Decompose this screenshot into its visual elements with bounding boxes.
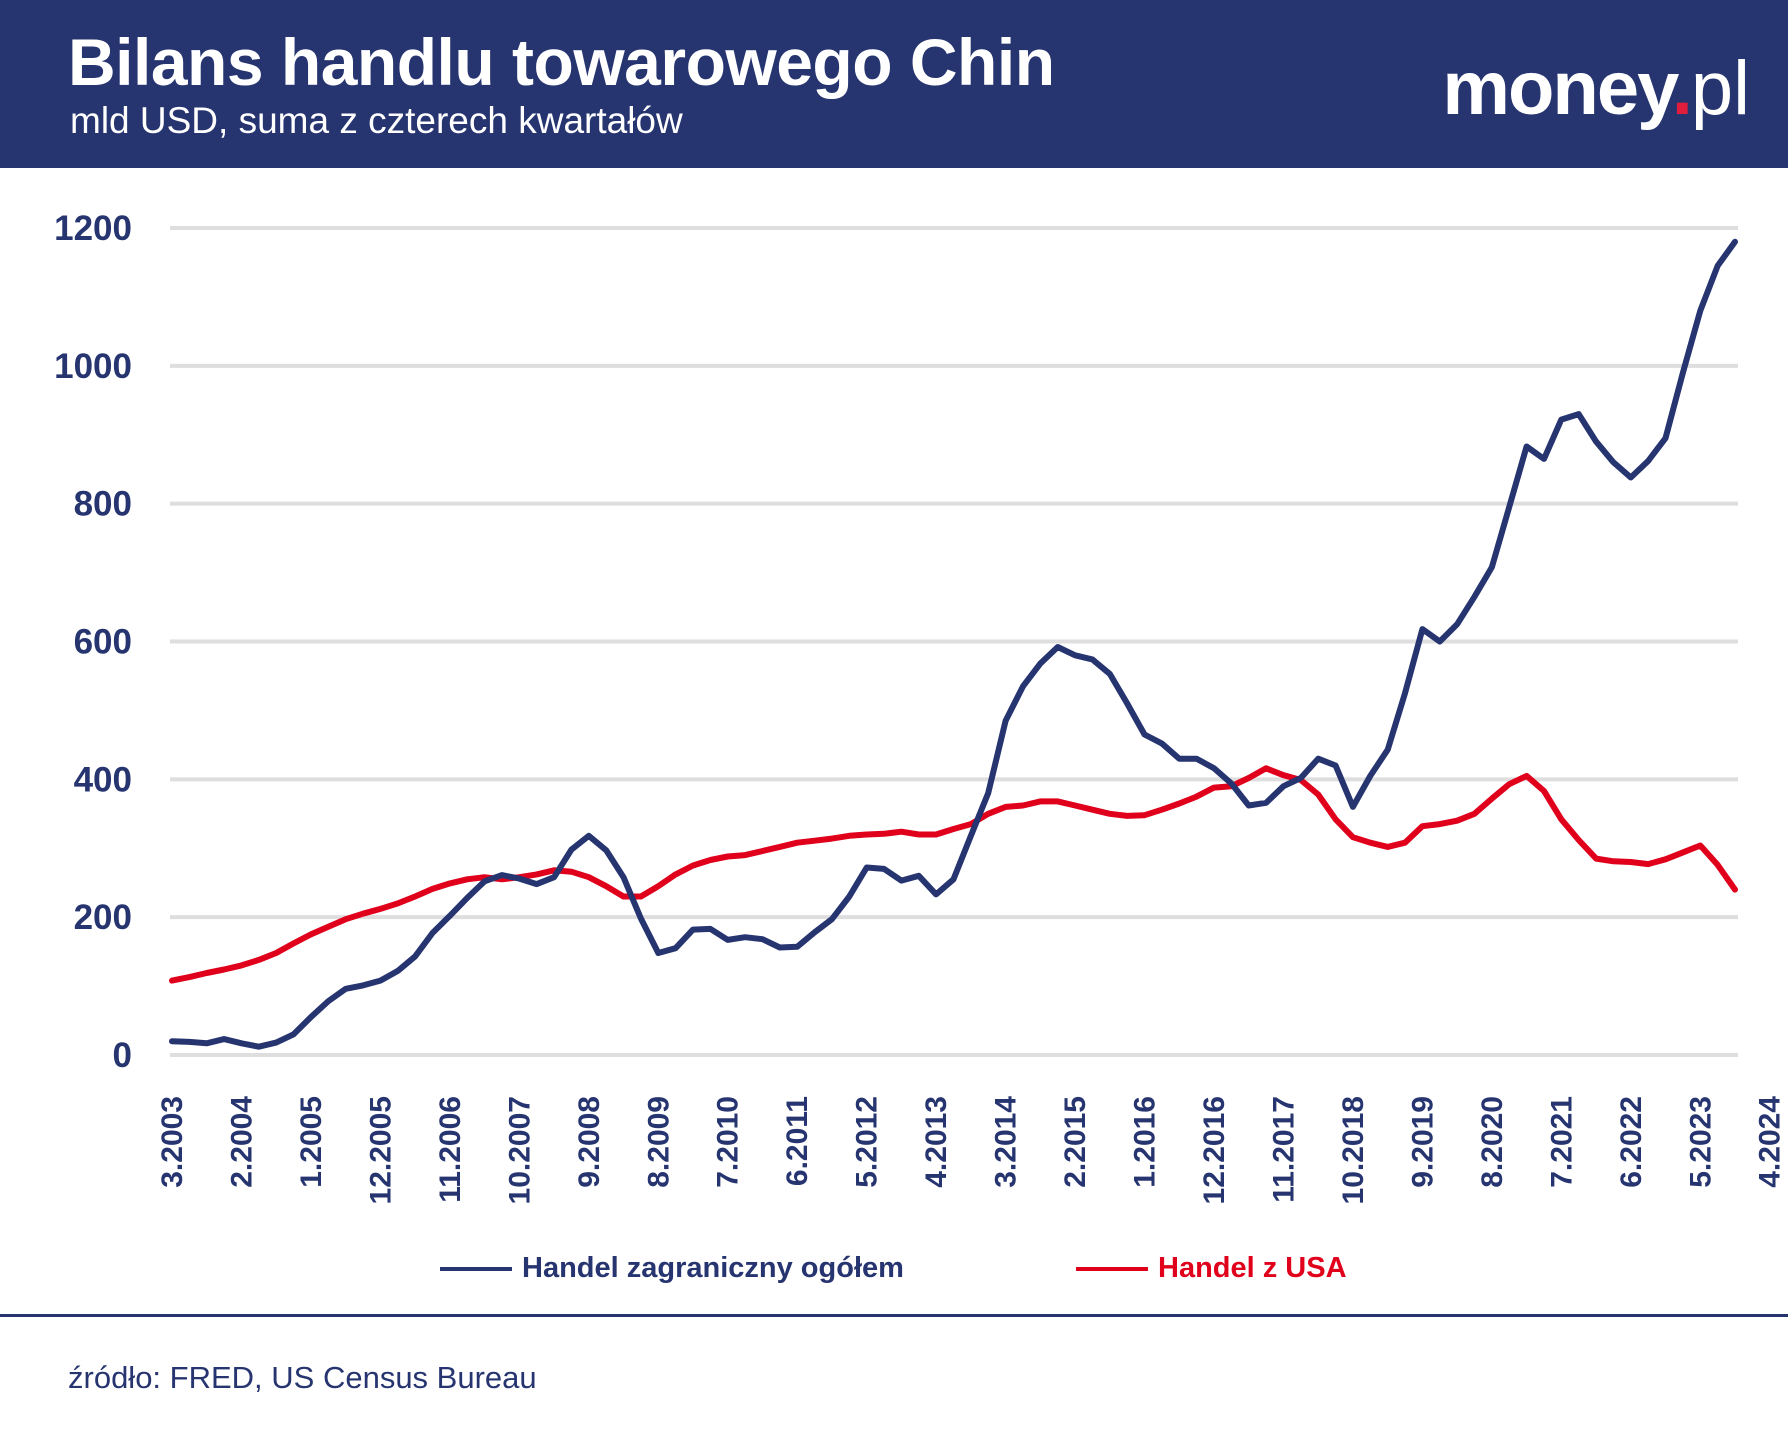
x-tick-label: 6.2011 — [781, 1096, 814, 1186]
x-tick-label: 11.2006 — [434, 1096, 467, 1203]
source-note: źródło: FRED, US Census Bureau — [68, 1360, 537, 1395]
x-tick-label: 1.2005 — [295, 1096, 328, 1188]
logo-main: money — [1442, 46, 1673, 131]
grid-layer — [170, 226, 1738, 1057]
x-tick-label: 5.2023 — [1684, 1096, 1717, 1188]
legend-item-usa-trade: Handel z USA — [1076, 1252, 1347, 1285]
x-tick-label: 9.2019 — [1406, 1096, 1439, 1188]
x-tick-label: 2.2004 — [225, 1096, 258, 1188]
y-axis-ticks: 0 200 400 600 800 1000 1200 — [54, 209, 132, 1075]
x-tick-label: 8.2009 — [642, 1096, 675, 1188]
x-axis-ticks: 3.2003 2.2004 1.2005 12.2005 11.2006 10.2007 9… — [156, 1096, 1787, 1205]
x-tick-label: 10.2018 — [1337, 1096, 1370, 1204]
legend-swatch-total-trade — [440, 1266, 512, 1271]
logo-dot: . — [1671, 46, 1693, 131]
x-tick-label: 7.2010 — [712, 1096, 745, 1188]
x-tick-label: 10.2007 — [503, 1096, 536, 1204]
logo-tld: pl — [1690, 46, 1750, 131]
y-tick-label: 400 — [74, 760, 132, 799]
legend-label-total-trade: Handel zagraniczny ogółem — [522, 1252, 904, 1284]
legend-label-usa-trade: Handel z USA — [1158, 1252, 1347, 1284]
x-tick-label: 5.2012 — [851, 1096, 884, 1188]
y-tick-label: 800 — [74, 485, 132, 524]
x-tick-label: 1.2016 — [1129, 1096, 1162, 1188]
y-tick-label: 1000 — [54, 347, 132, 386]
x-tick-label: 2.2015 — [1059, 1096, 1092, 1188]
x-tick-label: 4.2013 — [920, 1096, 953, 1188]
series-line-usa-trade — [169, 765, 1738, 984]
x-tick-label: 9.2008 — [573, 1096, 606, 1188]
chart-title: Bilans handlu towarowego Chin — [68, 25, 1055, 99]
series-layer — [169, 238, 1738, 1050]
header-banner: Bilans handlu towarowego Chin mld USD, s… — [0, 0, 1788, 168]
x-tick-label: 3.2014 — [990, 1096, 1023, 1188]
x-tick-label: 4.2024 — [1754, 1096, 1787, 1188]
legend-swatch-usa-trade — [1076, 1266, 1148, 1271]
chart-subtitle: mld USD, suma z czterech kwartałów — [70, 100, 683, 141]
x-tick-label: 7.2021 — [1545, 1096, 1578, 1188]
x-tick-label: 12.2016 — [1198, 1096, 1231, 1204]
x-tick-label: 6.2022 — [1615, 1096, 1648, 1188]
y-tick-label: 1200 — [54, 209, 132, 248]
y-tick-label: 600 — [74, 623, 132, 662]
money-pl-logo: money.pl — [1442, 44, 1750, 134]
y-tick-label: 0 — [113, 1036, 132, 1075]
legend: Handel zagraniczny ogółem Handel z USA — [0, 1252, 1788, 1292]
line-chart: 0 200 400 600 800 1000 1200 3.2003 2.2004 1.2005… — [54, 209, 1787, 1205]
footer-divider — [0, 1314, 1788, 1317]
series-line-total-trade — [169, 238, 1738, 1050]
x-tick-label: 8.2020 — [1476, 1096, 1509, 1188]
y-tick-label: 200 — [74, 898, 132, 937]
x-tick-label: 3.2003 — [156, 1096, 189, 1188]
legend-item-total-trade: Handel zagraniczny ogółem — [440, 1252, 904, 1285]
x-tick-label: 11.2017 — [1267, 1096, 1300, 1203]
x-tick-label: 12.2005 — [364, 1096, 397, 1204]
